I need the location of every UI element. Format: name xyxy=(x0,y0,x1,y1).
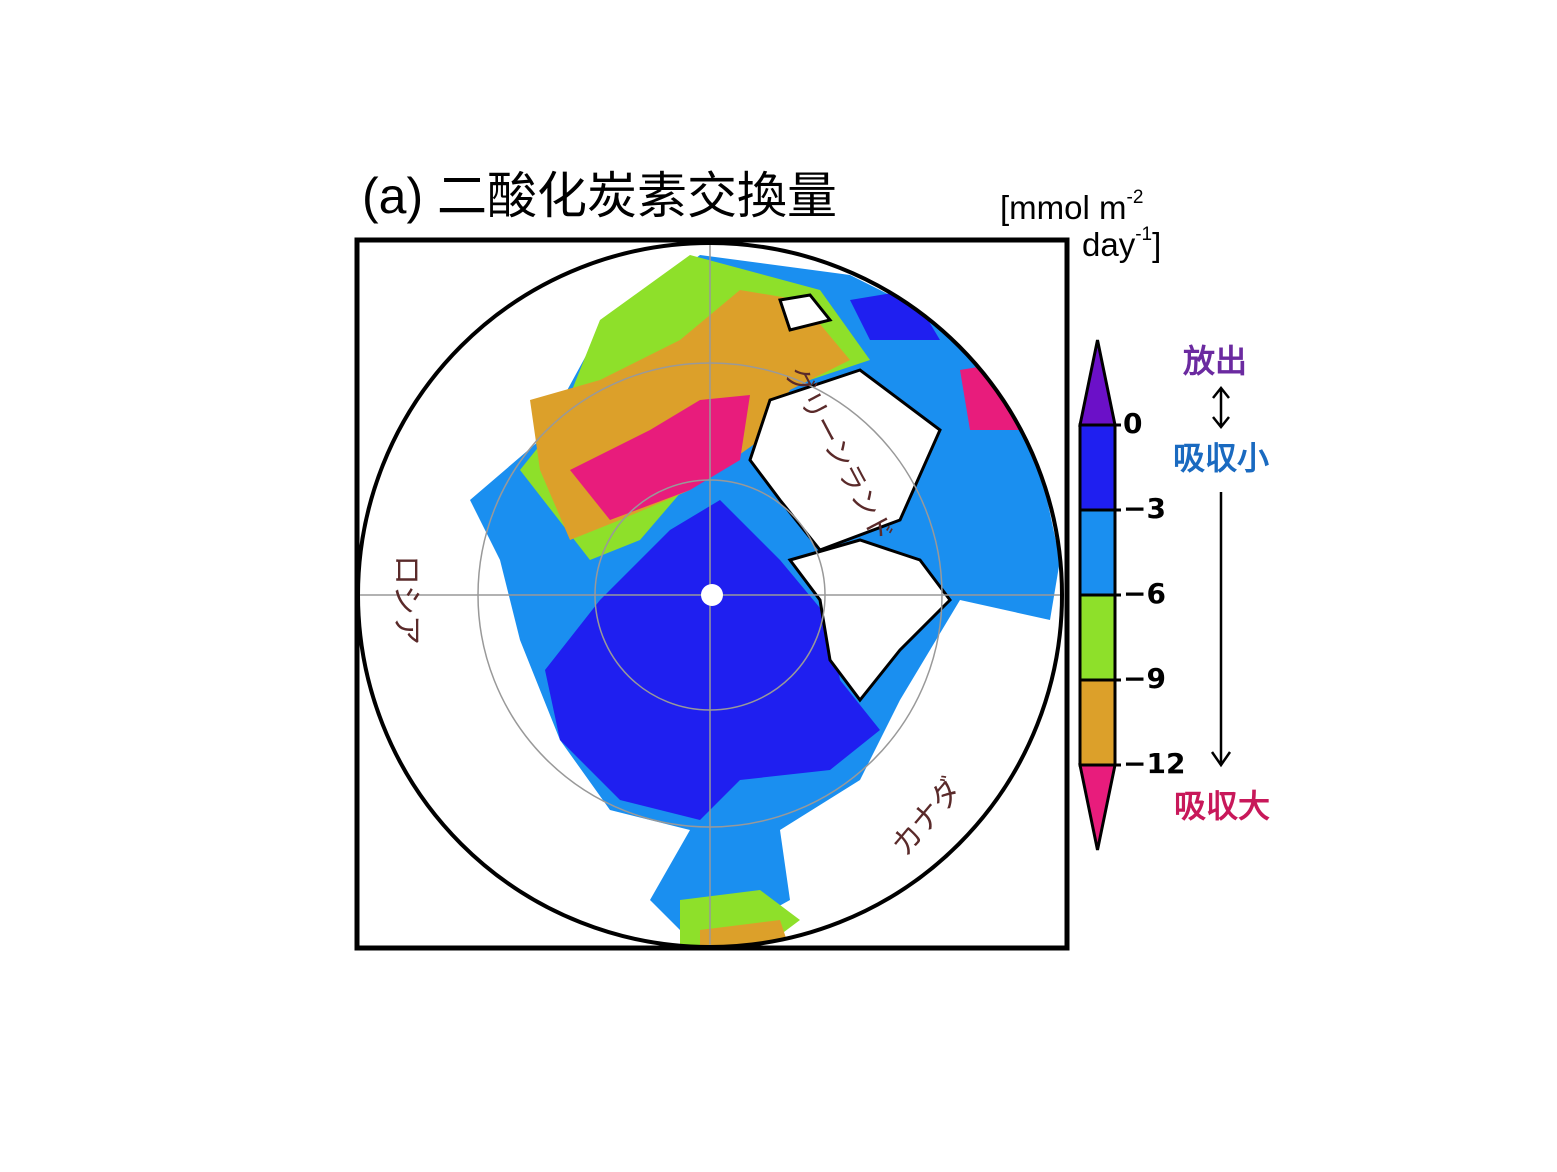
annotation: 放出 xyxy=(1183,342,1247,380)
map xyxy=(357,241,1064,948)
unit-text: ] xyxy=(1152,226,1161,263)
arrow xyxy=(1210,492,1232,768)
island xyxy=(778,293,833,332)
unit-line1: [mmol m-2 xyxy=(1000,187,1143,226)
annotation: 吸収大 xyxy=(1174,787,1270,825)
colorbar-segment xyxy=(1078,423,1117,512)
colorbar-extension xyxy=(1078,763,1117,851)
map-disk xyxy=(358,243,1062,947)
pole xyxy=(701,584,723,606)
unit-line2: day-1] xyxy=(1082,224,1161,263)
greenland xyxy=(748,368,942,552)
colorbar-tick-label: −6 xyxy=(1123,577,1166,610)
unit-text: [mmol m xyxy=(1000,189,1127,226)
unit-sup: -1 xyxy=(1135,224,1152,245)
map-label: ロシア xyxy=(389,555,424,645)
ocean-pink xyxy=(570,395,750,520)
ocean-blue xyxy=(545,500,880,820)
ocean-pink xyxy=(960,360,1030,430)
colorbar-segment xyxy=(1078,678,1117,767)
colorbar-tick-label: −12 xyxy=(1123,747,1185,780)
colorbar-segment xyxy=(1078,593,1117,682)
title: (a) 二酸化炭素交換量 xyxy=(362,168,837,224)
colorbar-tick-label: −3 xyxy=(1123,492,1166,525)
canadian-archipelago xyxy=(787,538,952,703)
unit-text: day xyxy=(1082,226,1136,263)
annotation: 吸収小 xyxy=(1173,439,1269,477)
colorbar-segment xyxy=(1078,508,1117,597)
colorbar-extension xyxy=(1078,339,1117,427)
colorbar: 0 −3 −6 −9 −12 xyxy=(1078,339,1185,851)
map-frame xyxy=(354,237,1070,951)
arrow xyxy=(1212,385,1230,430)
unit-sup: -2 xyxy=(1127,187,1144,208)
colorbar-tick-label: −9 xyxy=(1123,662,1166,695)
colorbar-tick-label: 0 xyxy=(1123,407,1142,440)
